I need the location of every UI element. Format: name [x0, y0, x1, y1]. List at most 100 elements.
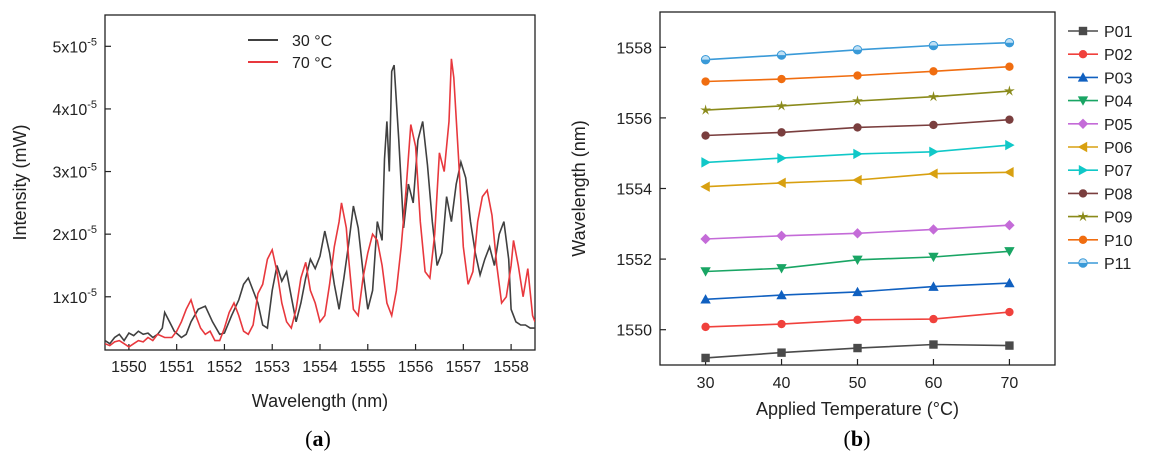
legend-entry-P05: P05 [1068, 117, 1133, 134]
point-P04-40 [776, 264, 787, 274]
y-axis-title: Wavelength (nm) [569, 120, 589, 256]
legend-marker-P07 [1078, 165, 1089, 176]
x-tick-label: 1550 [111, 359, 147, 376]
point-P05-60 [928, 224, 939, 235]
x-tick-label: 1551 [159, 359, 195, 376]
point-P02-60 [929, 314, 938, 324]
point-P09-70 [1004, 85, 1015, 96]
x-tick-label: 40 [773, 375, 791, 392]
point-P04-30 [700, 267, 711, 277]
series-P10 [701, 62, 1014, 86]
legend-entry-P09: P09 [1068, 210, 1133, 227]
legend-label-P07: P07 [1104, 163, 1133, 180]
point-P07-60 [929, 146, 939, 157]
point-P02-70 [1005, 307, 1014, 317]
legend-marker-P10 [1078, 235, 1088, 244]
point-P07-70 [1005, 139, 1015, 151]
point-P08-70 [1005, 115, 1014, 124]
legend-marker-P06 [1077, 141, 1088, 153]
x-axis-title: Applied Temperature (°C) [756, 399, 959, 419]
panel-b-label: (b) [844, 426, 871, 451]
point-P06-70 [1004, 167, 1014, 178]
legend-marker-P05 [1077, 118, 1089, 129]
point-P01-50 [853, 343, 862, 353]
point-P08-60 [929, 120, 938, 130]
point-P02-50 [853, 315, 862, 325]
point-P06-60 [928, 168, 938, 179]
legend-label-P03: P03 [1104, 70, 1133, 87]
legend-entry-P02: P02 [1068, 47, 1133, 64]
series-P01 [701, 340, 1014, 363]
legend-entry-P11: P11 [1068, 256, 1131, 273]
x-tick-label: 1558 [493, 359, 529, 376]
legend-marker-P02 [1078, 50, 1088, 59]
x-tick-label: 1555 [350, 359, 386, 376]
point-P10-70 [1005, 62, 1014, 71]
point-P06-50 [852, 174, 862, 186]
series-P06 [700, 167, 1014, 192]
point-P05-40 [776, 230, 787, 242]
point-P03-40 [776, 289, 787, 300]
point-P01-60 [929, 340, 938, 349]
x-axis-title: Wavelength (nm) [252, 391, 388, 411]
point-P08-30 [701, 131, 710, 140]
point-P05-70 [1004, 220, 1015, 231]
legend-label-P05: P05 [1104, 117, 1133, 134]
point-P05-50 [852, 228, 863, 239]
point-P04-70 [1004, 247, 1015, 257]
series-line-2 [105, 58, 535, 348]
legend-entry-P07: P07 [1068, 163, 1133, 180]
point-P09-30 [700, 104, 711, 115]
y-tick-label: 5x10-5 [53, 36, 97, 56]
point-P07-30 [701, 157, 711, 168]
series-P04 [700, 247, 1015, 277]
legend-label-2: 70 °C [292, 55, 332, 72]
y-tick-label: 1550 [616, 323, 652, 340]
y-tick-label: 1x10-5 [53, 287, 97, 307]
point-P01-40 [777, 348, 786, 357]
point-P11-50 [852, 45, 863, 55]
legend-label-P02: P02 [1104, 47, 1133, 64]
point-P03-70 [1004, 277, 1015, 288]
x-tick-label: 1556 [398, 359, 434, 376]
point-P02-40 [777, 319, 786, 329]
point-P08-50 [853, 123, 862, 132]
point-P07-40 [777, 152, 787, 164]
point-P03-30 [700, 294, 711, 304]
series-P07 [701, 139, 1015, 168]
point-P11-40 [776, 50, 787, 60]
legend-label-P04: P04 [1104, 94, 1133, 111]
y-tick-label: 1552 [616, 252, 652, 269]
point-P05-30 [700, 233, 711, 245]
point-P09-50 [852, 95, 863, 106]
point-P11-30 [700, 54, 711, 65]
legend-label-P01: P01 [1104, 24, 1133, 41]
point-P07-50 [853, 148, 863, 160]
legend-entry-P10: P10 [1068, 233, 1133, 250]
legend-marker-P04 [1077, 96, 1089, 106]
panel-b-chart: 30 40 50 60 70 1550 1552 1554 1556 1558 Applied Te… [569, 11, 1133, 419]
legend-label-P09: P09 [1104, 210, 1133, 227]
plot-frame [659, 11, 1056, 366]
point-P03-60 [928, 281, 939, 291]
legend-label-P08: P08 [1104, 186, 1133, 203]
y-tick-label: 1556 [616, 111, 652, 128]
legend-entry-P06: P06 [1068, 140, 1133, 157]
legend-label-P11: P11 [1104, 256, 1131, 273]
point-P01-70 [1005, 341, 1014, 350]
legend-marker-P08 [1078, 189, 1088, 198]
x-tick-label: 1552 [207, 359, 243, 376]
legend-entry-P04: P04 [1068, 94, 1133, 111]
y-tick-label: 2x10-5 [53, 224, 97, 244]
x-tick-label: 30 [697, 375, 715, 392]
point-P01-30 [701, 353, 710, 363]
panel-a-chart: 1550 1551 1552 1553 1554 1555 1556 1557 1558 1x10… [10, 14, 536, 411]
point-P10-40 [777, 74, 786, 84]
x-tick-label: 1557 [446, 359, 482, 376]
legend-entry-P01: P01 [1068, 24, 1133, 41]
series-P08 [701, 115, 1014, 140]
x-tick-label: 50 [849, 375, 867, 392]
point-P10-60 [929, 67, 938, 76]
point-P04-60 [928, 252, 939, 263]
